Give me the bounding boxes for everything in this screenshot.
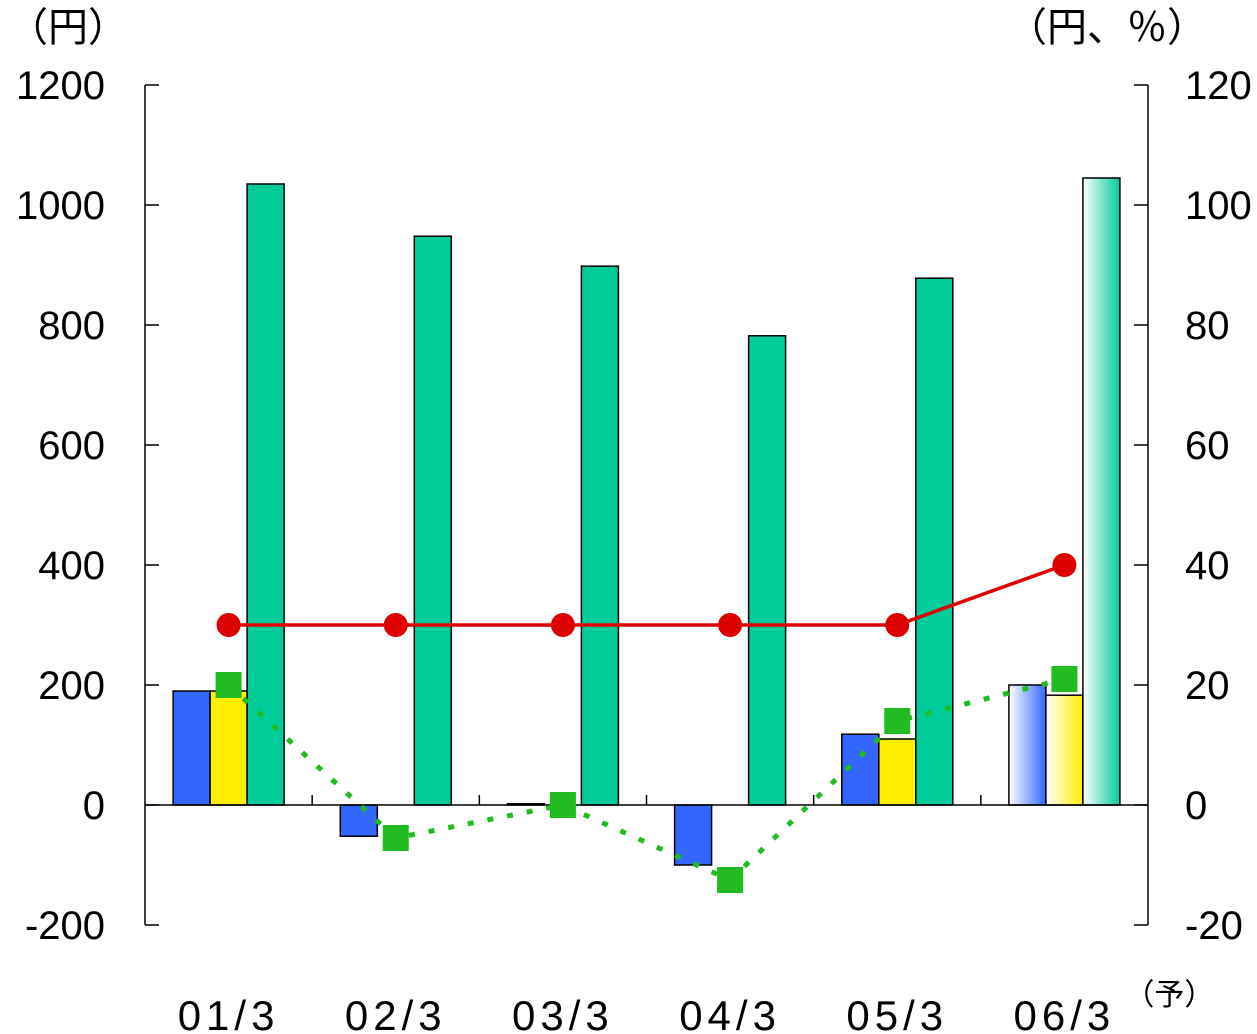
line-point-s4-0 bbox=[215, 672, 242, 698]
left-tick-label-4: 400 bbox=[38, 544, 105, 588]
bar-s1-0 bbox=[209, 690, 248, 806]
line-point-s3-4 bbox=[885, 613, 910, 637]
left-axis-unit-label: （円） bbox=[8, 5, 128, 51]
line-point-s4-3 bbox=[717, 867, 744, 893]
bar-s0-5 bbox=[1008, 684, 1047, 806]
line-point-s3-2 bbox=[550, 613, 575, 637]
right-tick-label-0: 120 bbox=[1185, 64, 1252, 108]
label-layer: 120010008006004002000-200120100806040200… bbox=[16, 64, 1252, 1034]
forecast-marker-label: （予） bbox=[1124, 978, 1214, 1013]
bar-s2-0 bbox=[246, 183, 285, 806]
line-series-3 bbox=[228, 563, 1065, 627]
left-tick-label-5: 200 bbox=[38, 664, 105, 708]
category-label-5: 06/3 bbox=[1014, 992, 1116, 1034]
category-label-2: 03/3 bbox=[512, 992, 614, 1034]
right-tick-label-5: 20 bbox=[1185, 664, 1230, 708]
bar-s2-3 bbox=[747, 335, 787, 806]
bar-layer bbox=[172, 177, 1121, 866]
left-tick-label-3: 600 bbox=[38, 424, 105, 468]
category-label-3: 04/3 bbox=[679, 992, 781, 1034]
right-tick-label-7: -20 bbox=[1185, 904, 1243, 948]
bar-s2-2 bbox=[580, 265, 620, 806]
line-point-s4-4 bbox=[884, 708, 911, 734]
left-tick-label-7: -200 bbox=[25, 904, 105, 948]
right-axis-unit-label: （円、％） bbox=[1007, 5, 1207, 51]
line-point-s4-1 bbox=[382, 825, 409, 851]
axes-layer bbox=[144, 84, 1149, 926]
category-label-4: 05/3 bbox=[846, 992, 948, 1034]
bar-s0-3 bbox=[673, 804, 713, 866]
bar-s2-1 bbox=[413, 235, 453, 806]
right-tick-label-2: 80 bbox=[1185, 304, 1230, 348]
left-tick-label-0: 1200 bbox=[16, 64, 105, 108]
bar-s2-5 bbox=[1082, 177, 1121, 806]
line-point-s3-5 bbox=[1052, 553, 1077, 577]
line-point-s3-0 bbox=[216, 613, 241, 637]
line-point-s4-5 bbox=[1051, 666, 1078, 692]
right-tick-label-6: 0 bbox=[1185, 784, 1207, 828]
category-label-0: 01/3 bbox=[178, 992, 280, 1034]
bar-s1-4 bbox=[878, 738, 917, 806]
right-tick-label-1: 100 bbox=[1185, 184, 1252, 228]
left-tick-label-6: 0 bbox=[83, 784, 105, 828]
right-tick-label-4: 40 bbox=[1185, 544, 1230, 588]
right-tick-label-3: 60 bbox=[1185, 424, 1230, 468]
bar-s2-4 bbox=[915, 277, 954, 806]
category-label-1: 02/3 bbox=[345, 992, 447, 1034]
line-layer bbox=[215, 553, 1078, 893]
line-point-s4-2 bbox=[549, 792, 576, 818]
bar-s0-1 bbox=[339, 804, 379, 837]
line-point-s3-3 bbox=[718, 613, 743, 637]
left-tick-label-1: 1000 bbox=[16, 184, 105, 228]
bar-s0-0 bbox=[172, 690, 211, 806]
bar-s1-5 bbox=[1045, 694, 1084, 806]
left-tick-label-2: 800 bbox=[38, 304, 105, 348]
line-point-s3-1 bbox=[383, 613, 408, 637]
